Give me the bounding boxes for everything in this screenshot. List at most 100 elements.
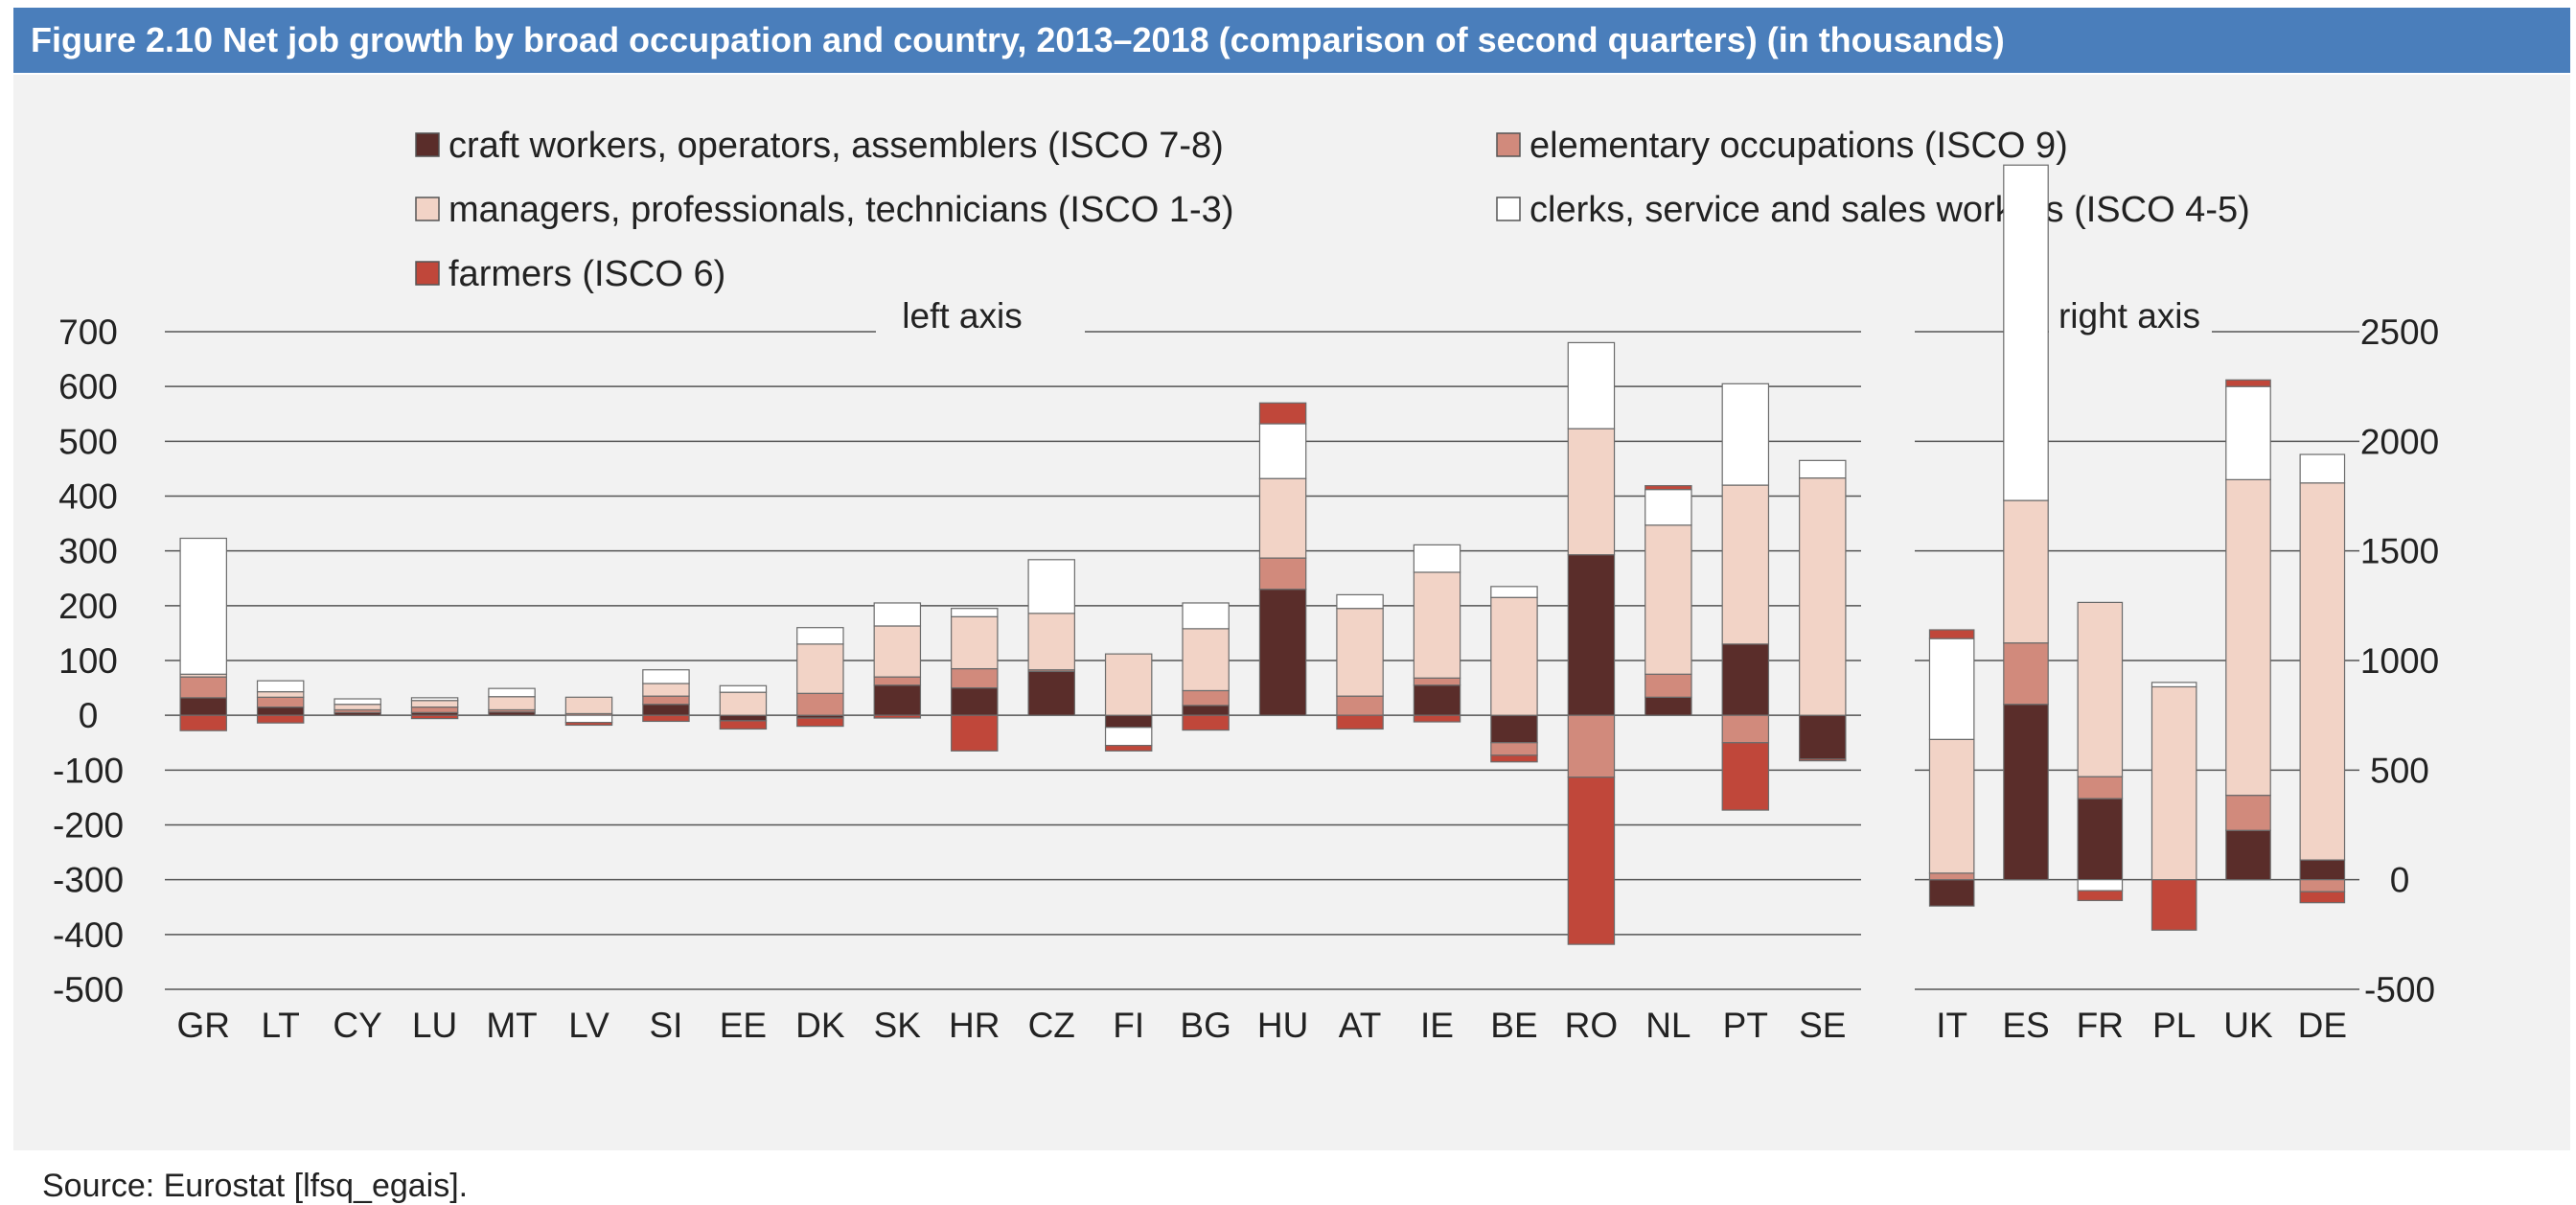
x-tick-label-BG: BG [1180, 1006, 1230, 1045]
bar-PL-clerks [2150, 682, 2197, 688]
bar-PT-craft [1721, 643, 1770, 716]
bar-ES-elementary [2003, 642, 2049, 706]
bar-UK-managers [2225, 478, 2271, 797]
bar-RO-farmers [1567, 776, 1616, 945]
bar-SK-farmers [873, 714, 922, 719]
x-tick-label-RO: RO [1565, 1006, 1619, 1045]
bar-AT-elementary [1336, 695, 1384, 716]
bar-NL-elementary [1644, 673, 1692, 698]
bar-BE-craft [1490, 714, 1538, 744]
right-y-tick-label: 2500 [2360, 313, 2439, 352]
bar-FI-farmers [1104, 745, 1153, 752]
bar-IT-clerks [1928, 637, 1975, 740]
bar-RO-managers [1567, 428, 1616, 556]
bar-HR-elementary [951, 667, 999, 689]
bar-BG-farmers [1182, 714, 1230, 731]
bar-FR-clerks [2077, 879, 2124, 892]
x-tick-label-CZ: CZ [1028, 1006, 1075, 1045]
bar-BE-farmers [1490, 754, 1538, 763]
bar-BE-managers [1490, 596, 1538, 716]
bar-GR-farmers [179, 714, 227, 731]
right-y-tick-label: -500 [2364, 970, 2435, 1009]
bar-NL-managers [1644, 524, 1692, 675]
x-tick-label-IE: IE [1420, 1006, 1454, 1045]
bar-DK-managers [796, 643, 844, 694]
legend-swatch-craft [415, 132, 440, 157]
bar-HU-managers [1258, 477, 1307, 559]
bar-HU-clerks [1258, 423, 1307, 479]
bar-BG-clerks [1182, 602, 1230, 630]
source-note: Source: Eurostat [lfsq_egais]. [42, 1168, 469, 1204]
bar-AT-managers [1336, 608, 1384, 697]
bar-BG-elementary [1182, 689, 1230, 707]
bar-DE-elementary [2299, 879, 2346, 892]
bar-PT-clerks [1721, 382, 1770, 486]
bar-LT-managers [256, 690, 305, 698]
bar-HU-farmers [1258, 402, 1307, 425]
left-y-tick-label: 300 [58, 532, 118, 571]
bar-HU-elementary [1258, 557, 1307, 591]
bar-PT-managers [1721, 484, 1770, 645]
bar-LV-managers [564, 696, 613, 715]
bar-LU-managers [410, 700, 459, 708]
left-y-tick-label: 600 [58, 367, 118, 406]
left-y-tick-label: -100 [53, 751, 124, 790]
left-y-tick-label: 400 [58, 477, 118, 517]
right-y-tick-label: 500 [2370, 751, 2429, 790]
bar-FI-managers [1104, 653, 1153, 716]
bar-IE-farmers [1413, 714, 1461, 723]
legend-label-craft: craft workers, operators, assemblers (IS… [448, 126, 1224, 166]
right-y-tick-label: 1500 [2360, 532, 2439, 571]
bar-SE-farmers [1799, 758, 1847, 762]
bar-GR-craft [179, 697, 227, 716]
bar-MT-managers [488, 696, 536, 711]
bar-DE-managers [2299, 482, 2346, 861]
x-tick-label-SK: SK [874, 1006, 922, 1045]
bar-GR-clerks [179, 537, 227, 675]
x-tick-label-SI: SI [649, 1006, 682, 1045]
bar-LU-farmers [410, 714, 459, 720]
left-y-tick-label: -200 [53, 806, 124, 846]
legend-swatch-managers [415, 197, 440, 221]
x-tick-label-LU: LU [412, 1006, 457, 1045]
bar-IE-elementary [1413, 677, 1461, 686]
bar-SK-craft [873, 684, 922, 716]
bar-DK-elementary [796, 692, 844, 716]
x-tick-label-GR: GR [176, 1006, 230, 1045]
x-tick-label-ES: ES [2002, 1006, 2049, 1045]
bar-PL-managers [2150, 685, 2197, 881]
bar-NL-farmers [1644, 485, 1692, 491]
bar-HR-clerks [951, 608, 999, 617]
bar-AT-clerks [1336, 593, 1384, 610]
bar-BG-managers [1182, 628, 1230, 692]
bar-CZ-managers [1027, 613, 1075, 671]
bar-EE-clerks [719, 684, 768, 693]
bar-IT-elementary [1928, 872, 1975, 881]
x-tick-label-CY: CY [333, 1006, 381, 1045]
bar-HR-managers [951, 615, 999, 670]
bar-ES-craft [2003, 704, 2049, 881]
left-y-tick-label: 500 [58, 422, 118, 461]
bar-LT-elementary [256, 696, 305, 708]
bar-SK-managers [873, 625, 922, 678]
right-y-tick-label: 1000 [2360, 641, 2439, 681]
bar-FR-managers [2077, 601, 2124, 777]
bar-BE-clerks [1490, 586, 1538, 598]
bar-LU-elementary [410, 706, 459, 713]
bar-IT-managers [1928, 738, 1975, 874]
bar-IT-craft [1928, 879, 1975, 907]
bar-LT-farmers [256, 714, 305, 724]
x-tick-label-LT: LT [261, 1006, 299, 1045]
x-tick-label-LV: LV [568, 1006, 610, 1045]
bar-AT-farmers [1336, 714, 1384, 730]
bar-SK-elementary [873, 676, 922, 686]
x-tick-label-EE: EE [720, 1006, 767, 1045]
x-tick-label-AT: AT [1339, 1006, 1382, 1045]
right-y-tick-label: 2000 [2360, 422, 2439, 461]
bar-IT-farmers [1928, 629, 1975, 639]
bar-HU-craft [1258, 589, 1307, 716]
bar-UK-elementary [2225, 795, 2271, 831]
bar-NL-clerks [1644, 489, 1692, 526]
bar-SI-managers [642, 683, 690, 697]
bar-UK-craft [2225, 829, 2271, 881]
